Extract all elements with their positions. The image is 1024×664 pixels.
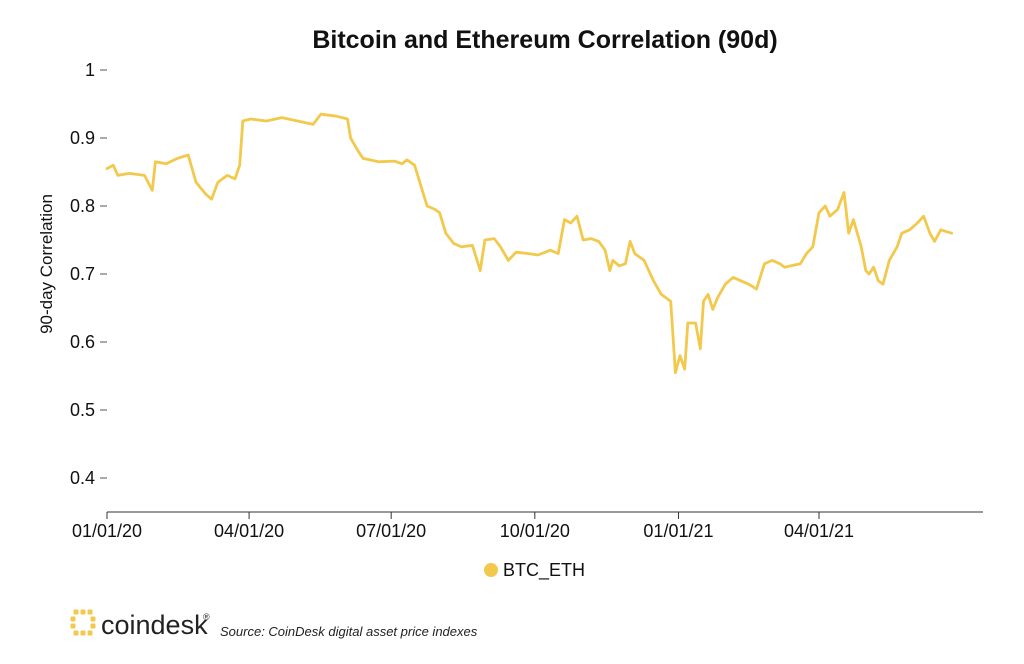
logo-dot-1 <box>80 609 86 615</box>
x-tick-label-04-01-20: 04/01/20 <box>214 521 284 541</box>
source-note: Source: CoinDesk digital asset price ind… <box>220 624 478 639</box>
logo-dot-5 <box>73 630 79 636</box>
logo-dot-0 <box>73 609 79 615</box>
y-tick-label-1: 1 <box>85 60 95 80</box>
coindesk-logo: coindesk ® <box>70 609 210 640</box>
x-tick-label-07-01-20: 07/01/20 <box>356 521 426 541</box>
x-tick-label-10-01-20: 10/01/20 <box>500 521 570 541</box>
logo-dot-8 <box>90 616 96 622</box>
logo-dot-6 <box>80 630 86 636</box>
legend-swatch-btc-eth <box>484 563 498 577</box>
logo-dot-3 <box>70 616 76 622</box>
x-tick-label-01-01-20: 01/01/20 <box>72 521 142 541</box>
series-group <box>105 112 954 375</box>
y-tick-label-0-8: 0.8 <box>70 196 95 216</box>
y-tick-label-0-6: 0.6 <box>70 332 95 352</box>
y-tick-label-0-9: 0.9 <box>70 128 95 148</box>
registered-mark: ® <box>203 612 210 622</box>
y-axis-ticks: 0.4 0.5 0.6 0.7 0.8 0.9 1 <box>70 60 107 488</box>
legend[interactable]: BTC_ETH <box>484 560 585 581</box>
series-line-btc-eth <box>105 112 954 375</box>
x-axis-ticks: 01/01/20 04/01/20 07/01/20 10/01/20 01/01/21… <box>72 512 854 541</box>
y-tick-label-0-4: 0.4 <box>70 468 95 488</box>
x-tick-label-01-01-21: 01/01/21 <box>643 521 713 541</box>
logo-dot-2 <box>87 609 93 615</box>
legend-label-btc-eth: BTC_ETH <box>503 560 585 581</box>
y-tick-label-0-5: 0.5 <box>70 400 95 420</box>
logo-dot-9 <box>90 623 96 629</box>
logo-dot-7 <box>87 630 93 636</box>
coindesk-logo-text: coindesk <box>101 610 208 640</box>
logo-dot-4 <box>70 623 76 629</box>
y-axis-title: 90-day Correlation <box>37 194 56 334</box>
y-tick-label-0-7: 0.7 <box>70 264 95 284</box>
coindesk-logo-mark <box>70 609 96 636</box>
chart-title: Bitcoin and Ethereum Correlation (90d) <box>312 26 777 54</box>
x-tick-label-04-01-21: 04/01/21 <box>784 521 854 541</box>
